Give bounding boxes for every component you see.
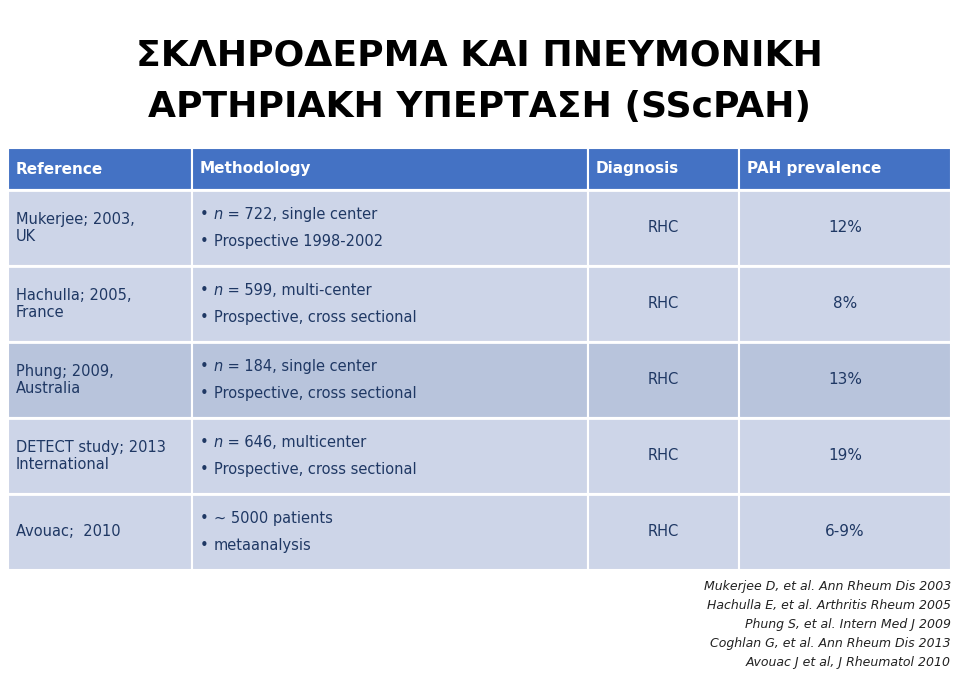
Bar [588, 190, 738, 266]
Text: •: • [199, 511, 209, 526]
Text: 13%: 13% [828, 373, 862, 387]
Text: RHC: RHC [647, 221, 679, 235]
Text: PAH prevalence: PAH prevalence [747, 161, 881, 177]
Bar [738, 494, 951, 570]
Bar [8, 342, 192, 418]
Bar [192, 494, 588, 570]
Text: metaanalysis: metaanalysis [214, 538, 312, 554]
Bar [8, 190, 192, 266]
Bar [192, 342, 588, 418]
Text: 8%: 8% [832, 297, 857, 311]
Text: n: n [214, 435, 223, 450]
Bar [738, 266, 951, 342]
Text: Hachulla E, et al. Arthritis Rheum 2005: Hachulla E, et al. Arthritis Rheum 2005 [707, 599, 951, 612]
Text: ΑΡΤΗΡΙΑΚΗ ΥΠΕΡΤΑΣΗ (SScPAH): ΑΡΤΗΡΙΑΚΗ ΥΠΕΡΤΑΣΗ (SScPAH) [148, 90, 810, 124]
Bar [192, 190, 588, 266]
Bar [8, 494, 192, 570]
Text: RHC: RHC [647, 524, 679, 540]
Text: Prospective, cross sectional: Prospective, cross sectional [214, 462, 416, 477]
Text: •: • [199, 283, 209, 298]
Bar [192, 266, 588, 342]
Text: RHC: RHC [647, 373, 679, 387]
Text: •: • [199, 207, 209, 222]
Text: ~ 5000 patients: ~ 5000 patients [214, 511, 333, 526]
Text: •: • [199, 310, 209, 325]
Text: RHC: RHC [647, 449, 679, 463]
Bar [738, 190, 951, 266]
Bar [738, 148, 951, 190]
Text: 19%: 19% [828, 449, 862, 463]
Bar [588, 266, 738, 342]
Bar [8, 148, 192, 190]
Bar [738, 418, 951, 494]
Text: Avouac J et al, J Rheumatol 2010: Avouac J et al, J Rheumatol 2010 [746, 656, 951, 669]
Text: Diagnosis: Diagnosis [596, 161, 679, 177]
Text: Coghlan G, et al. Ann Rheum Dis 2013: Coghlan G, et al. Ann Rheum Dis 2013 [711, 637, 951, 650]
Text: •: • [199, 235, 209, 249]
Bar [588, 418, 738, 494]
Bar [588, 342, 738, 418]
Bar [738, 342, 951, 418]
Text: = 722, single center: = 722, single center [222, 207, 377, 222]
Text: •: • [199, 538, 209, 554]
Text: Avouac;  2010: Avouac; 2010 [16, 524, 121, 540]
Bar [192, 418, 588, 494]
Text: Hachulla; 2005,
France: Hachulla; 2005, France [16, 288, 131, 320]
Text: Phung; 2009,
Australia: Phung; 2009, Australia [16, 364, 114, 396]
Text: = 646, multicenter: = 646, multicenter [222, 435, 366, 450]
Text: •: • [199, 435, 209, 450]
Text: Prospective, cross sectional: Prospective, cross sectional [214, 310, 416, 325]
Text: n: n [214, 207, 223, 222]
Text: RHC: RHC [647, 297, 679, 311]
Bar [8, 266, 192, 342]
Text: n: n [214, 359, 223, 374]
Bar [588, 148, 738, 190]
Text: 6-9%: 6-9% [825, 524, 865, 540]
Bar [588, 494, 738, 570]
Text: Mukerjee D, et al. Ann Rheum Dis 2003: Mukerjee D, et al. Ann Rheum Dis 2003 [704, 580, 951, 593]
Text: n: n [214, 283, 223, 298]
Text: Mukerjee; 2003,
UK: Mukerjee; 2003, UK [16, 211, 135, 244]
Text: ΣΚΛΗΡΟΔΕΡΜΑ ΚΑΙ ΠΝΕΥΜΟΝΙΚΗ: ΣΚΛΗΡΟΔΕΡΜΑ ΚΑΙ ΠΝΕΥΜΟΝΙΚΗ [135, 38, 823, 72]
Text: = 599, multi-center: = 599, multi-center [222, 283, 371, 298]
Text: DETECT study; 2013
International: DETECT study; 2013 International [16, 440, 166, 473]
Bar [192, 148, 588, 190]
Text: •: • [199, 462, 209, 477]
Text: Prospective, cross sectional: Prospective, cross sectional [214, 386, 416, 401]
Bar [8, 418, 192, 494]
Text: = 184, single center: = 184, single center [222, 359, 377, 374]
Text: Prospective 1998-2002: Prospective 1998-2002 [214, 235, 383, 249]
Text: •: • [199, 359, 209, 374]
Text: Methodology: Methodology [199, 161, 312, 177]
Text: •: • [199, 386, 209, 401]
Text: 12%: 12% [828, 221, 862, 235]
Text: Reference: Reference [16, 161, 104, 177]
Text: Phung S, et al. Intern Med J 2009: Phung S, et al. Intern Med J 2009 [745, 618, 951, 631]
